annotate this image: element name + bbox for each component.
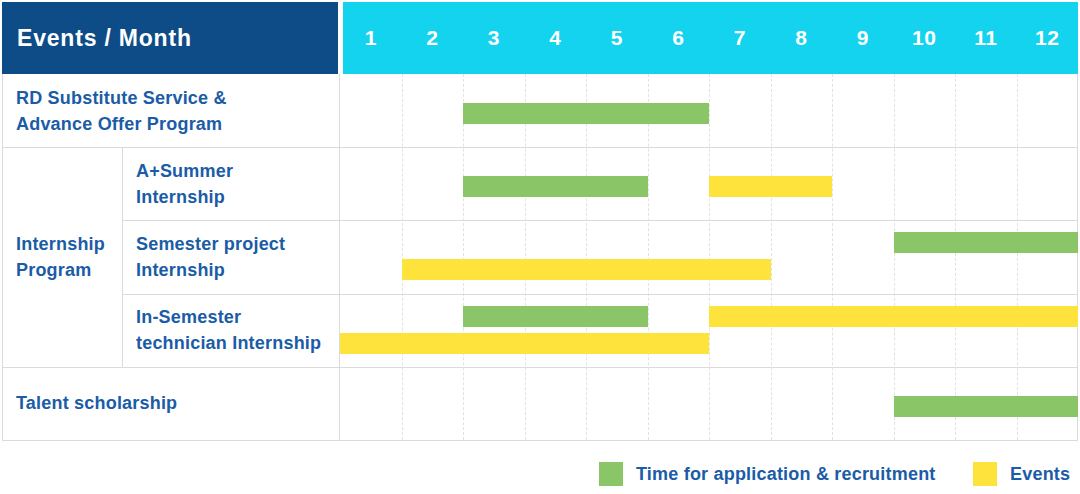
bar-event — [709, 306, 1078, 327]
legend-label-recruitment: Time for application & recruitment — [636, 464, 936, 485]
month-gridline — [463, 74, 464, 440]
bar-recruitment — [894, 396, 1079, 417]
row-label: In-Semestertechnician Internship — [122, 294, 339, 367]
table-right-border — [1077, 74, 1078, 440]
month-gridline — [709, 74, 710, 440]
label-month-divider — [339, 74, 340, 440]
gantt-chart: Events / Month 123456789101112 Internshi… — [0, 0, 1080, 494]
table-body: InternshipProgramRD Substitute Service &… — [0, 0, 1080, 494]
month-gridline — [402, 74, 403, 440]
legend-swatch-recruitment-icon — [599, 462, 623, 486]
legend-item-recruitment: Time for application & recruitment — [599, 462, 936, 486]
bar-recruitment — [463, 176, 648, 197]
group-label-internship-program: InternshipProgram — [2, 147, 122, 367]
month-gridline — [586, 74, 587, 440]
month-gridline — [894, 74, 895, 440]
row-label: Talent scholarship — [2, 367, 339, 440]
row-label: Semester projectInternship — [122, 220, 339, 293]
table-bottom-border — [2, 440, 1078, 441]
row-label: A+SummerInternship — [122, 147, 339, 220]
bar-event — [340, 333, 709, 354]
bar-recruitment — [463, 306, 648, 327]
month-gridline — [648, 74, 649, 440]
month-gridline — [771, 74, 772, 440]
legend-swatch-events-icon — [973, 462, 997, 486]
row-label: RD Substitute Service &Advance Offer Pro… — [2, 74, 339, 147]
legend-label-events: Events — [1010, 464, 1070, 485]
bar-recruitment — [463, 103, 709, 124]
bar-recruitment — [894, 232, 1079, 253]
month-gridline — [832, 74, 833, 440]
bar-event — [709, 176, 832, 197]
month-gridline — [1017, 74, 1018, 440]
month-gridline — [525, 74, 526, 440]
month-gridline — [955, 74, 956, 440]
legend-item-events: Events — [973, 462, 1070, 486]
bar-event — [402, 259, 771, 280]
